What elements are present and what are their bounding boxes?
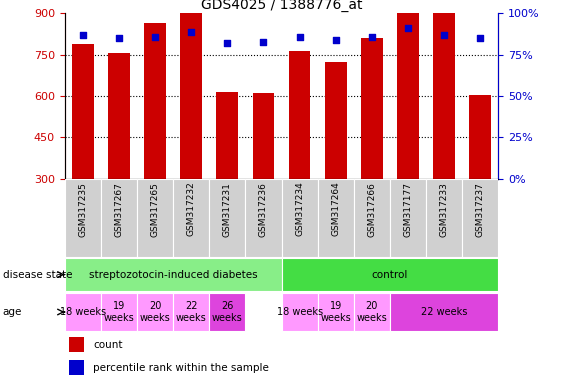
Bar bbox=[354, 179, 390, 257]
Bar bbox=[101, 179, 137, 257]
Text: control: control bbox=[372, 270, 408, 280]
Text: disease state: disease state bbox=[3, 270, 72, 280]
Text: GSM317267: GSM317267 bbox=[114, 182, 123, 237]
Bar bbox=[72, 44, 93, 179]
Text: GSM317235: GSM317235 bbox=[78, 182, 87, 237]
Text: 19
weeks: 19 weeks bbox=[320, 301, 351, 323]
Bar bbox=[282, 179, 318, 257]
Bar bbox=[209, 179, 245, 257]
Bar bbox=[397, 0, 419, 179]
Bar bbox=[137, 179, 173, 257]
Text: 22 weeks: 22 weeks bbox=[421, 307, 467, 317]
Point bbox=[404, 25, 413, 31]
Text: GSM317234: GSM317234 bbox=[295, 182, 304, 237]
Point bbox=[440, 32, 449, 38]
Text: 18 weeks: 18 weeks bbox=[276, 307, 323, 317]
Bar bbox=[108, 53, 129, 179]
Bar bbox=[173, 179, 209, 257]
Text: GSM317266: GSM317266 bbox=[367, 182, 376, 237]
Bar bbox=[434, 0, 455, 179]
Text: age: age bbox=[3, 307, 22, 317]
Bar bbox=[253, 93, 274, 179]
Bar bbox=[245, 179, 282, 257]
Text: GSM317265: GSM317265 bbox=[150, 182, 159, 237]
Text: GSM317177: GSM317177 bbox=[404, 182, 413, 237]
Point bbox=[295, 33, 304, 40]
Bar bbox=[318, 293, 354, 331]
Text: 19
weeks: 19 weeks bbox=[104, 301, 135, 323]
Bar bbox=[69, 337, 84, 353]
Bar bbox=[426, 179, 462, 257]
Bar bbox=[65, 293, 101, 331]
Text: GSM317232: GSM317232 bbox=[187, 182, 196, 237]
Point bbox=[114, 35, 123, 41]
Bar bbox=[390, 179, 426, 257]
Text: GSM317231: GSM317231 bbox=[223, 182, 232, 237]
Bar bbox=[173, 293, 209, 331]
Bar bbox=[65, 258, 282, 291]
Text: count: count bbox=[93, 339, 122, 350]
Bar bbox=[318, 179, 354, 257]
Bar bbox=[462, 179, 498, 257]
Text: percentile rank within the sample: percentile rank within the sample bbox=[93, 362, 269, 373]
Point bbox=[223, 40, 232, 46]
Bar bbox=[282, 258, 498, 291]
Bar bbox=[289, 51, 310, 179]
Bar bbox=[361, 38, 383, 179]
Text: 20
weeks: 20 weeks bbox=[140, 301, 171, 323]
Bar bbox=[216, 92, 238, 179]
Bar bbox=[65, 179, 101, 257]
Point bbox=[259, 38, 268, 45]
Bar bbox=[282, 293, 318, 331]
Text: 26
weeks: 26 weeks bbox=[212, 301, 243, 323]
Bar bbox=[69, 360, 84, 376]
Title: GDS4025 / 1388776_at: GDS4025 / 1388776_at bbox=[201, 0, 362, 12]
Bar bbox=[390, 293, 498, 331]
Bar bbox=[209, 293, 245, 331]
Point bbox=[367, 33, 376, 40]
Bar bbox=[470, 94, 491, 179]
Text: 18 weeks: 18 weeks bbox=[60, 307, 106, 317]
Point bbox=[78, 32, 87, 38]
Text: streptozotocin-induced diabetes: streptozotocin-induced diabetes bbox=[89, 270, 257, 280]
Point bbox=[476, 35, 485, 41]
Text: GSM317233: GSM317233 bbox=[440, 182, 449, 237]
Text: GSM317237: GSM317237 bbox=[476, 182, 485, 237]
Bar bbox=[354, 293, 390, 331]
Point bbox=[187, 28, 196, 35]
Text: GSM317264: GSM317264 bbox=[331, 182, 340, 237]
Text: 20
weeks: 20 weeks bbox=[356, 301, 387, 323]
Bar bbox=[137, 293, 173, 331]
Bar bbox=[180, 0, 202, 179]
Bar bbox=[325, 61, 347, 179]
Text: 22
weeks: 22 weeks bbox=[176, 301, 207, 323]
Bar bbox=[144, 23, 166, 179]
Text: GSM317236: GSM317236 bbox=[259, 182, 268, 237]
Point bbox=[150, 33, 159, 40]
Point bbox=[331, 37, 340, 43]
Bar bbox=[101, 293, 137, 331]
